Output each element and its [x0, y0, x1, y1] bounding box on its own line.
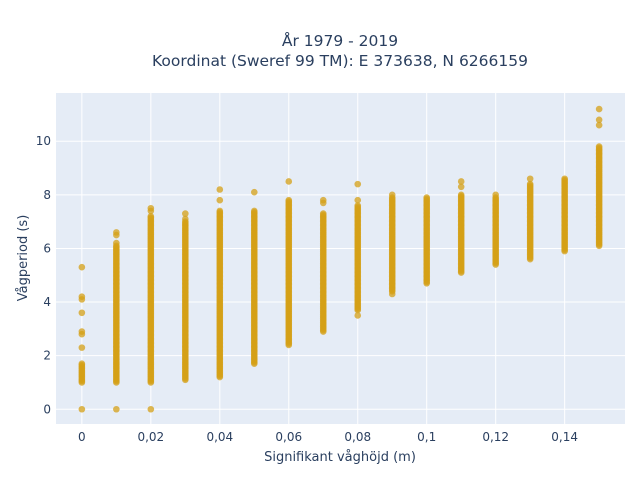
x-tick-label: 0,12: [482, 430, 509, 444]
y-tick-label: 0: [43, 402, 51, 416]
data-point: [78, 405, 86, 413]
y-tick-label: 4: [43, 295, 51, 309]
data-point: [319, 210, 327, 217]
x-tick-label: 0,1: [417, 430, 436, 444]
data-point: [216, 207, 224, 215]
x-tick-label: 0: [78, 430, 86, 444]
data-point: [388, 290, 396, 298]
data-point: [250, 188, 258, 196]
data-point: [216, 186, 224, 193]
data-point: [388, 191, 396, 199]
data-point: [113, 239, 120, 247]
data-point: [182, 210, 189, 217]
data-point: [457, 178, 465, 185]
data-point: [78, 328, 86, 335]
data-point: [595, 121, 603, 129]
data-point: [526, 180, 534, 188]
data-point: [354, 312, 362, 319]
data-point: [423, 194, 431, 201]
x-tick-label: 0,06: [275, 430, 302, 444]
data-point: [147, 204, 155, 212]
data-point: [113, 229, 120, 236]
plot-background: [56, 93, 625, 424]
data-point: [147, 405, 155, 413]
data-point: [250, 207, 258, 215]
data-point: [319, 196, 327, 204]
x-tick-label: 0,02: [137, 430, 164, 444]
y-axis-title: Vågperiod (s): [16, 215, 31, 302]
chart-title: År 1979 - 2019: [282, 31, 398, 50]
data-point: [457, 183, 465, 191]
y-tick-label: 6: [43, 241, 51, 255]
data-point: [354, 180, 362, 188]
data-point: [285, 178, 293, 185]
x-tick-label: 0,08: [344, 430, 371, 444]
data-point: [147, 212, 155, 220]
data-point: [78, 360, 86, 368]
y-tick-label: 8: [43, 188, 51, 202]
data-point: [354, 202, 362, 209]
data-point: [113, 405, 120, 413]
data-points: [78, 105, 603, 413]
data-point: [78, 263, 86, 271]
data-point: [182, 215, 189, 223]
data-point: [595, 116, 603, 124]
data-point: [595, 143, 603, 150]
chart-subtitle: Koordinat (Sweref 99 TM): E 373638, N 62…: [152, 52, 528, 70]
x-tick-label: 0,04: [206, 430, 233, 444]
data-point: [526, 175, 534, 183]
data-point: [78, 309, 86, 317]
data-point: [78, 293, 86, 300]
x-tick-label: 0,14: [551, 430, 578, 444]
tick-labels: 0 0,02 0,04 0,06 0,08 0,1 0,12 0,14 0 2 4 6 8 10: [36, 134, 578, 444]
data-point: [216, 196, 224, 204]
y-tick-label: 2: [43, 349, 51, 363]
data-point: [285, 196, 293, 204]
x-axis-title: Signifikant våghöjd (m): [264, 450, 416, 465]
data-point: [561, 175, 568, 183]
data-point: [492, 191, 499, 199]
data-point: [354, 196, 362, 204]
data-point: [78, 344, 86, 351]
data-point: [457, 191, 465, 199]
data-point: [595, 105, 603, 113]
y-tick-label: 10: [36, 134, 51, 148]
